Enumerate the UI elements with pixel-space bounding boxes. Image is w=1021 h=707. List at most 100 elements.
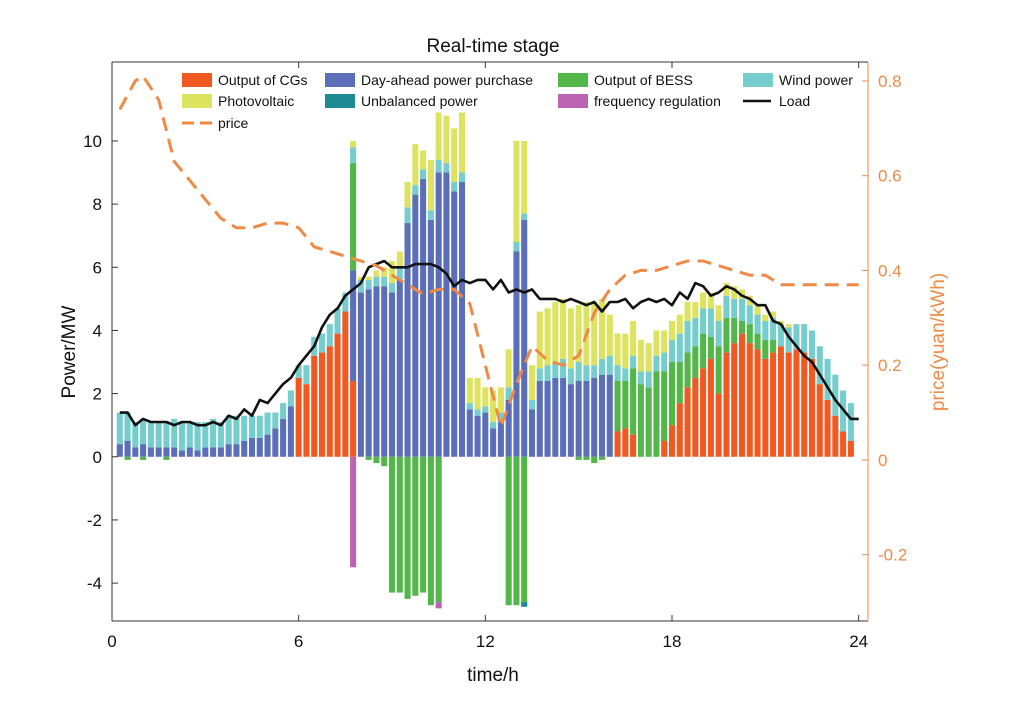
price-line [118,74,859,429]
legend-freq-label: frequency regulation [594,93,721,109]
bar-wind [295,365,302,378]
bar-dap [233,444,240,457]
bar-dap [178,450,186,457]
bar-pv [443,115,450,164]
bar-wind [451,182,458,192]
bar-cg [295,377,302,457]
bar-dap [140,444,147,457]
bar-wind [793,324,800,350]
bar-dap [373,286,380,457]
bar-pv [466,377,473,404]
bar-dap [598,374,606,457]
bar-wind [521,213,528,220]
bar-cg [762,358,769,457]
y-tick-label: -2 [87,511,102,530]
bar-pv [497,387,504,413]
bar-pv [637,339,644,372]
bar-bess [630,368,637,435]
bar-dap [132,447,139,457]
bar-pv [451,128,458,183]
legend-unb-label: Unbalanced power [361,93,478,109]
bar-wind [490,422,497,429]
bar-pv [420,150,427,170]
bar-pv [754,305,761,315]
bar-cg [723,352,730,457]
bar-cg [777,346,784,457]
y-tick-label: 0 [93,448,102,467]
bar-wind [458,172,466,183]
bar-bess [700,333,707,369]
bar-pv [373,270,380,277]
bar-wind [388,283,396,293]
bar-pv [723,283,730,296]
bar-pv [598,298,606,359]
bar-pv [645,343,652,372]
bar-pv [676,314,683,334]
x-tick-label: 6 [294,632,303,651]
bar-dap [583,380,590,457]
bar-cg [318,352,326,457]
bar-cg [715,393,722,457]
legend-price-label: price [218,115,249,131]
bar-pv [622,333,629,369]
bar-wind [614,365,621,381]
bar-pv [404,182,411,208]
bar-bess [637,384,644,457]
bar-dap [365,289,372,457]
y2-tick-label: 0.4 [878,261,902,280]
legend-pv-swatch [182,94,212,108]
bar-bess [583,456,590,460]
bar-dap [155,447,162,457]
bar-wind [707,308,714,337]
y-tick-label: 10 [83,132,102,151]
bar-dap [435,172,442,457]
bar-dap [560,377,567,457]
bar-bess [412,456,419,596]
bar-bess [661,371,668,441]
bar-wind [482,406,489,413]
bar-pv [777,320,784,325]
bar-wind [171,418,178,448]
bar-dap [381,286,388,457]
bar-pv [606,314,613,356]
bar-wind [770,317,777,340]
bar-wind [738,298,746,321]
bar-wind [762,320,769,340]
bar-dap [287,406,294,457]
bar-pv [731,286,738,299]
bar-wind [653,355,660,372]
bar-dap [521,219,528,457]
bar-bess [770,339,777,353]
bar-wind [163,422,170,448]
bar-wind [435,159,442,173]
bar-wind [847,403,854,441]
bar-cg [707,358,714,457]
bar-pv [435,112,442,160]
x-tick-label: 24 [849,632,868,651]
bar-pv [521,140,528,214]
bar-wind [505,387,512,400]
bar-wind [178,422,186,451]
bar-wind [497,412,504,423]
bar-cg [700,368,707,457]
bar-bess [163,456,170,460]
legend-freq-swatch [558,94,588,108]
bar-dap [482,412,489,457]
bar-wind [210,418,217,448]
bar-wind [661,352,668,372]
bar-pv [482,387,489,407]
bar-dap [474,415,481,457]
bar-pv [770,311,777,318]
bar-wind [528,399,536,410]
bar-bess [404,456,411,599]
y-tick-label: 4 [93,321,102,340]
bar-cg [801,352,808,457]
bar-dap [466,409,473,457]
legend-load-label: Load [779,93,810,109]
bar-wind [567,368,574,385]
bar-dap [350,270,357,381]
bar-cg [847,440,854,457]
legend-pv-label: Photovoltaic [218,93,294,109]
bar-pv [396,251,403,268]
bar-pv [513,140,520,243]
